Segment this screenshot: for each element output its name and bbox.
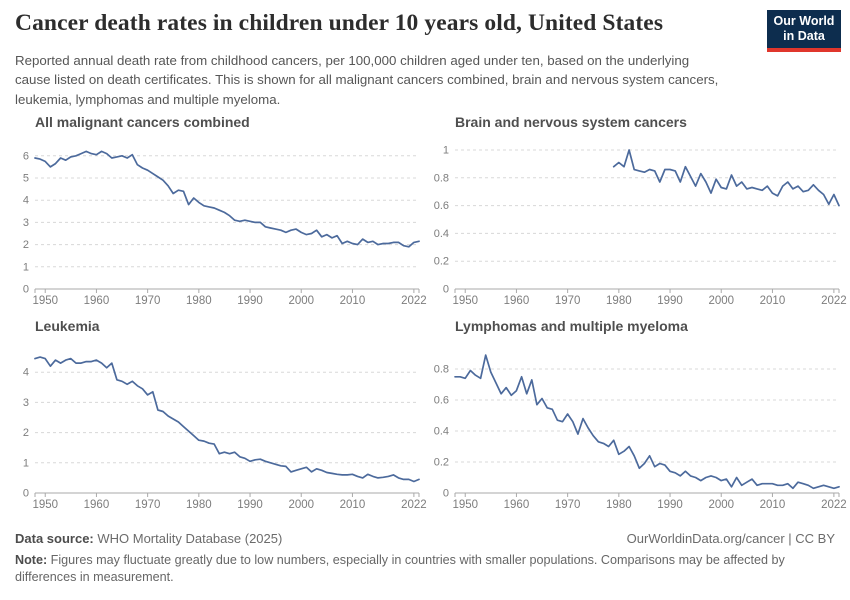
svg-text:2: 2 [23,239,29,251]
svg-text:0: 0 [443,284,449,296]
svg-text:0.4: 0.4 [434,228,449,240]
svg-text:1970: 1970 [555,295,581,307]
owid-logo-line2: in Data [783,29,825,43]
svg-text:1970: 1970 [135,499,161,511]
svg-text:2010: 2010 [340,295,366,307]
svg-text:3: 3 [23,397,29,409]
svg-text:0: 0 [443,488,449,500]
chart-canvas-lymphomas-myeloma: 0 0.2 0.4 0.6 0.8 1950 1960 1970 1980 1990 2000 201… [434,354,847,511]
svg-text:1950: 1950 [452,295,478,307]
svg-text:0.6: 0.6 [434,200,449,212]
svg-text:1980: 1980 [606,499,632,511]
svg-text:1990: 1990 [657,295,683,307]
panel-title-leukemia: Leukemia [35,318,100,334]
svg-text:3: 3 [23,217,29,229]
svg-text:2000: 2000 [288,295,314,307]
panel-lymphomas-myeloma: Lymphomas and multiple myeloma 0 0.2 0.4 0.… [425,316,847,516]
svg-text:0.2: 0.2 [434,256,449,268]
svg-text:2: 2 [23,427,29,439]
footer-note: Note: Figures may fluctuate greatly due … [15,552,815,587]
svg-text:1990: 1990 [237,295,263,307]
svg-text:0.6: 0.6 [434,395,449,407]
svg-text:1950: 1950 [32,295,58,307]
panel-title-all-malignant-cancers: All malignant cancers combined [35,114,250,130]
svg-text:2000: 2000 [708,499,734,511]
svg-text:2000: 2000 [288,499,314,511]
page-title: Cancer death rates in children under 10 … [15,10,664,36]
svg-text:2022: 2022 [821,499,847,511]
svg-text:4: 4 [23,367,29,379]
note-value: Figures may fluctuate greatly due to low… [15,553,785,585]
svg-text:2010: 2010 [760,499,786,511]
svg-text:6: 6 [23,150,29,162]
svg-text:2022: 2022 [401,499,427,511]
svg-text:0.4: 0.4 [434,426,449,438]
svg-text:2010: 2010 [760,295,786,307]
panel-title-brain-nervous-system: Brain and nervous system cancers [455,114,687,130]
svg-text:1: 1 [23,457,29,469]
svg-text:1: 1 [443,145,449,157]
owid-logo-line1: Our World [773,14,835,28]
svg-text:1970: 1970 [135,295,161,307]
svg-text:1980: 1980 [606,295,632,307]
owid-logo[interactable]: Our World in Data [767,10,841,52]
svg-text:5: 5 [23,173,29,185]
svg-text:0: 0 [23,488,29,500]
chart-canvas-all-malignant-cancers: 0 1 2 3 4 5 6 1950 1960 1970 1980 1990 2000 2010 2022 [23,150,427,307]
panel-leukemia: Leukemia 0 1 2 3 4 1950 1960 1970 1980 1990 2000 20… [5,316,427,516]
svg-text:1990: 1990 [657,499,683,511]
svg-text:0: 0 [23,284,29,296]
svg-text:1960: 1960 [84,295,110,307]
svg-text:1980: 1980 [186,499,212,511]
panel-brain-nervous-system: Brain and nervous system cancers 0 0.2 0.4… [425,112,847,312]
svg-text:1960: 1960 [504,499,530,511]
license-link[interactable]: OurWorldinData.org/cancer | CC BY [626,531,835,546]
svg-text:2022: 2022 [401,295,427,307]
svg-text:2022: 2022 [821,295,847,307]
data-source: Data source: WHO Mortality Database (202… [15,531,282,546]
svg-text:4: 4 [23,195,29,207]
svg-text:1960: 1960 [504,295,530,307]
svg-text:0.8: 0.8 [434,364,449,376]
svg-text:2010: 2010 [340,499,366,511]
svg-text:1960: 1960 [84,499,110,511]
chart-canvas-leukemia: 0 1 2 3 4 1950 1960 1970 1980 1990 2000 2010 2022 [23,356,427,511]
svg-text:0.8: 0.8 [434,172,449,184]
svg-text:1: 1 [23,261,29,273]
svg-text:1980: 1980 [186,295,212,307]
note-label: Note: [15,553,48,567]
data-source-value: WHO Mortality Database (2025) [93,531,283,546]
data-source-label: Data source: [15,531,94,546]
chart-canvas-brain-nervous-system: 0 0.2 0.4 0.6 0.8 1 1950 1960 1970 1980 1990 2000 20… [434,145,847,308]
svg-text:1970: 1970 [555,499,581,511]
page-subtitle: Reported annual death rate from childhoo… [15,53,719,107]
panel-all-malignant-cancers: All malignant cancers combined 0 1 2 3 4 5 6 19… [5,112,427,312]
svg-text:2000: 2000 [708,295,734,307]
panel-title-lymphomas-myeloma: Lymphomas and multiple myeloma [455,318,688,334]
svg-text:1990: 1990 [237,499,263,511]
svg-text:0.2: 0.2 [434,457,449,469]
footer-source-row: Data source: WHO Mortality Database (202… [15,531,835,546]
svg-text:1950: 1950 [32,499,58,511]
svg-text:1950: 1950 [452,499,478,511]
